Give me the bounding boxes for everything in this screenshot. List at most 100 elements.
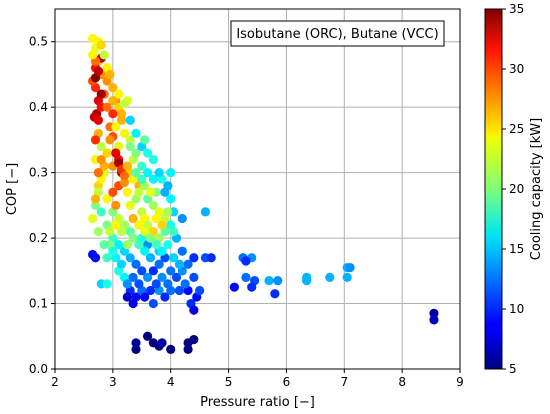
data-point <box>137 174 147 184</box>
data-point <box>200 207 211 217</box>
data-point <box>264 276 274 286</box>
data-point <box>142 148 153 158</box>
data-point <box>116 109 127 119</box>
data-point <box>108 82 118 93</box>
data-point <box>102 102 112 112</box>
data-point <box>108 96 118 106</box>
data-point <box>151 279 161 289</box>
data-point <box>160 292 170 302</box>
data-point <box>88 50 98 60</box>
data-point <box>166 168 176 178</box>
data-point <box>93 226 103 237</box>
data-point <box>125 200 135 210</box>
data-point <box>96 207 106 217</box>
y-tick-label: 0.1 <box>29 297 48 311</box>
data-point <box>157 246 167 256</box>
data-point <box>102 253 112 263</box>
data-point <box>142 168 153 178</box>
data-point <box>125 253 135 263</box>
data-point <box>157 272 167 282</box>
x-tick-label: 7 <box>340 375 348 389</box>
data-point <box>111 200 121 210</box>
data-point <box>151 240 161 250</box>
data-point <box>108 246 118 256</box>
data-point <box>119 177 130 188</box>
data-point <box>166 344 176 354</box>
data-point <box>241 272 251 282</box>
x-axis-label: Pressure ratio [−] <box>200 395 315 410</box>
data-point <box>183 344 193 354</box>
data-point <box>96 40 106 50</box>
data-point <box>114 89 124 99</box>
data-point <box>163 240 173 250</box>
data-point <box>273 276 283 286</box>
data-point <box>140 246 150 256</box>
x-axis-ticks: 2 3 4 5 6 7 8 9 <box>51 369 464 389</box>
data-point <box>140 135 150 145</box>
data-point <box>180 279 190 289</box>
data-point <box>128 233 138 243</box>
y-tick-label: 0.0 <box>29 362 48 376</box>
data-point <box>166 194 176 204</box>
data-point <box>111 220 121 230</box>
data-point <box>169 253 179 263</box>
data-point <box>145 187 156 197</box>
data-point <box>342 272 352 282</box>
data-point <box>429 308 439 318</box>
gridlines <box>55 9 460 369</box>
data-point <box>96 154 106 165</box>
data-point <box>134 279 144 289</box>
colorbar-tick-label: 15 <box>509 242 524 256</box>
x-tick-label: 4 <box>167 375 175 389</box>
data-point <box>145 253 156 263</box>
data-point <box>177 246 187 256</box>
data-point <box>102 148 112 158</box>
data-point <box>142 331 153 341</box>
data-point <box>119 171 130 181</box>
x-tick-label: 8 <box>398 375 406 389</box>
plot-frame <box>54 8 461 370</box>
data-point <box>345 262 355 273</box>
data-point <box>148 200 158 210</box>
data-point <box>102 279 112 289</box>
data-point <box>148 174 158 184</box>
data-point <box>128 298 138 309</box>
data-point <box>145 233 156 243</box>
colorbar-label: Cooling capacity [kW] <box>529 118 544 260</box>
data-point <box>125 141 135 152</box>
data-point <box>96 141 106 152</box>
data-point <box>90 194 101 204</box>
data-point <box>111 122 121 132</box>
data-point <box>131 148 141 158</box>
data-point <box>114 240 124 250</box>
data-point <box>105 226 115 237</box>
data-point <box>151 213 161 224</box>
data-point <box>131 128 141 138</box>
data-points <box>88 33 439 354</box>
x-tick-label: 5 <box>225 375 233 389</box>
y-axis-ticks: 0.0 0.1 0.2 0.3 0.4 0.5 <box>29 35 55 376</box>
data-point <box>105 69 115 80</box>
data-point <box>174 285 184 296</box>
y-tick-label: 0.3 <box>29 166 48 180</box>
data-point <box>119 128 130 138</box>
data-point <box>125 115 135 125</box>
colorbar-tick-label: 25 <box>509 122 524 136</box>
x-tick-label: 6 <box>283 375 291 389</box>
x-tick-label: 3 <box>109 375 117 389</box>
data-point <box>189 272 199 282</box>
data-point <box>140 226 150 237</box>
data-point <box>183 259 193 269</box>
data-point <box>128 272 138 282</box>
data-point <box>137 266 147 276</box>
data-point <box>122 279 132 289</box>
data-point <box>148 154 158 165</box>
data-point <box>108 109 118 119</box>
data-point <box>174 259 184 269</box>
data-point <box>111 148 121 158</box>
data-point <box>105 135 115 145</box>
data-point <box>171 272 182 282</box>
colorbar-tick-label: 35 <box>509 2 524 16</box>
data-point <box>131 168 141 178</box>
